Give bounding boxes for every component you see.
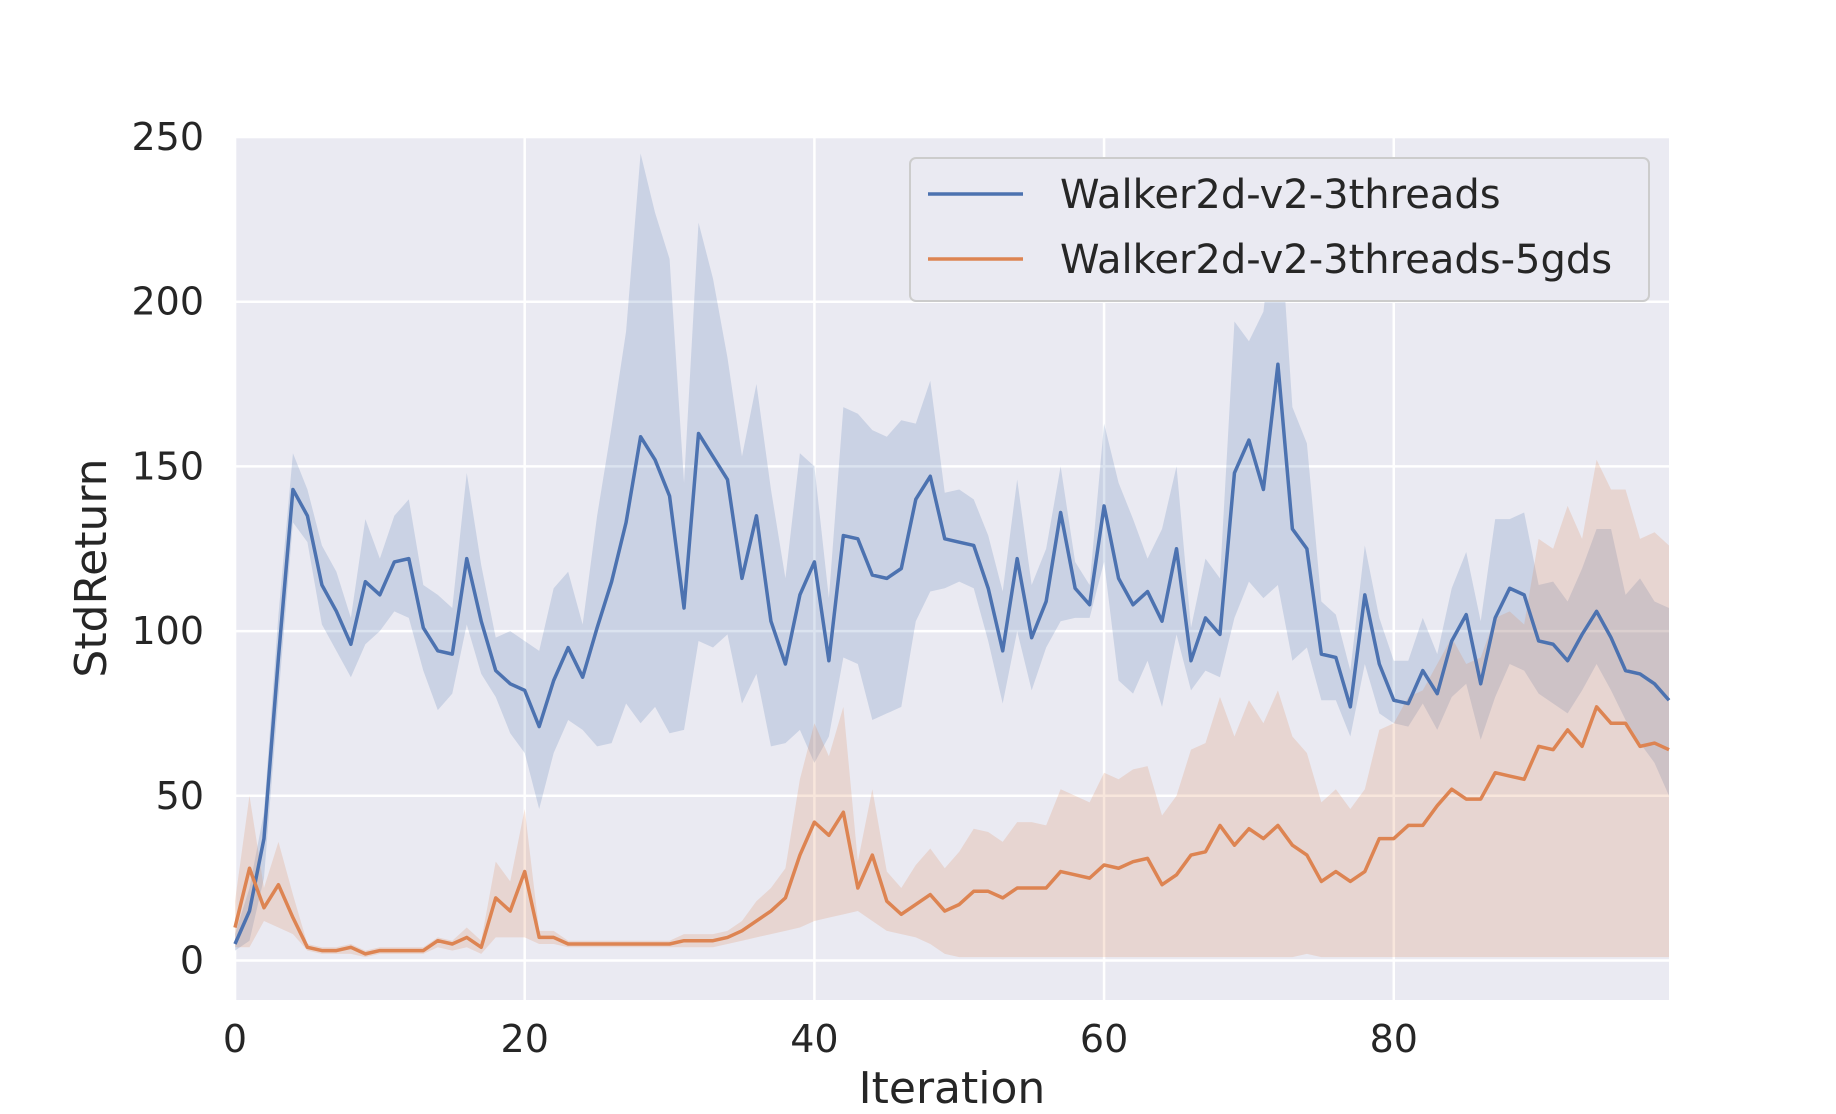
y-tick-label-100: 100 (131, 609, 204, 653)
y-tick-label-150: 150 (131, 444, 204, 488)
y-tick-labels: 0 50 100 150 200 250 (131, 115, 204, 982)
y-tick-label-250: 250 (131, 115, 204, 159)
x-tick-label-80: 80 (1370, 1017, 1418, 1061)
legend-label-walker2d-v2-3threads-5gds: Walker2d-v2-3threads-5gds (1060, 237, 1612, 283)
x-axis-label: Iteration (859, 1063, 1046, 1114)
y-tick-label-50: 50 (156, 774, 204, 818)
y-axis-label: StdReturn (66, 458, 117, 677)
line-walker2d-v2-3threads-5gds (233, 705, 1670, 956)
x-tick-label-40: 40 (790, 1017, 838, 1061)
confidence-bands (235, 153, 1669, 958)
y-tick-label-0: 0 (180, 938, 204, 982)
band-walker2d-v2-3threads-5gds (235, 459, 1669, 958)
x-tick-label-20: 20 (501, 1017, 549, 1061)
x-tick-labels: 0 20 40 60 80 (223, 1017, 1418, 1061)
legend-box (909, 157, 1650, 302)
line-walker2d-v2-3threads (233, 362, 1671, 945)
y-tick-label-200: 200 (131, 280, 204, 324)
x-tick-label-60: 60 (1080, 1017, 1128, 1061)
x-tick-label-0: 0 (223, 1017, 247, 1061)
band-walker2d-v2-3threads (235, 153, 1669, 951)
legend: Walker2d-v2-3threads Walker2d-v2-3thread… (909, 157, 1650, 302)
legend-label-walker2d-v2-3threads: Walker2d-v2-3threads (1060, 172, 1501, 218)
series-lines (233, 362, 1671, 956)
